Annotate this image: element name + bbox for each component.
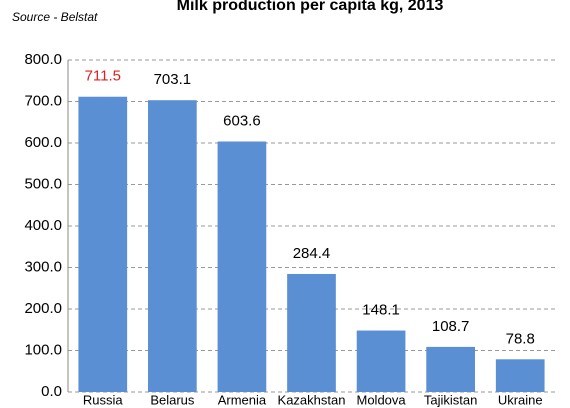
x-tick-label: Armenia — [218, 392, 267, 407]
value-label: 703.1 — [154, 71, 192, 88]
bar — [356, 330, 406, 392]
value-label: 603.6 — [223, 112, 261, 129]
value-label: 108.7 — [432, 318, 470, 335]
chart-title: Milk production per capita kg, 2013 — [177, 0, 444, 14]
bar — [426, 346, 475, 392]
x-tick-label: Tajikistan — [424, 392, 477, 407]
bar — [495, 359, 545, 392]
y-tick-label: 100.0 — [24, 341, 62, 358]
y-tick-label: 300.0 — [24, 258, 62, 275]
x-tick-label: Moldova — [357, 392, 407, 407]
y-tick-label: 200.0 — [24, 300, 62, 317]
value-label: 148.1 — [362, 302, 400, 319]
y-tick-label: 800.0 — [24, 51, 62, 68]
y-tick-label: 0.0 — [41, 383, 62, 400]
bar — [217, 141, 267, 392]
x-tick-label: Kazakhstan — [278, 392, 346, 407]
bar — [78, 96, 128, 392]
value-label: 78.8 — [506, 330, 535, 347]
bar — [148, 100, 197, 392]
y-tick-label: 400.0 — [24, 217, 62, 234]
y-tick-label: 500.0 — [24, 175, 62, 192]
x-tick-label: Russia — [83, 392, 124, 407]
source-note: Source - Belstat — [12, 10, 98, 24]
value-label: 711.5 — [85, 68, 121, 85]
x-tick-label: Ukraine — [498, 392, 543, 407]
x-tick-label: Belarus — [150, 392, 195, 407]
value-label: 284.4 — [293, 245, 331, 262]
y-tick-label: 700.0 — [24, 92, 62, 109]
bar — [287, 273, 336, 392]
y-tick-label: 600.0 — [24, 134, 62, 151]
